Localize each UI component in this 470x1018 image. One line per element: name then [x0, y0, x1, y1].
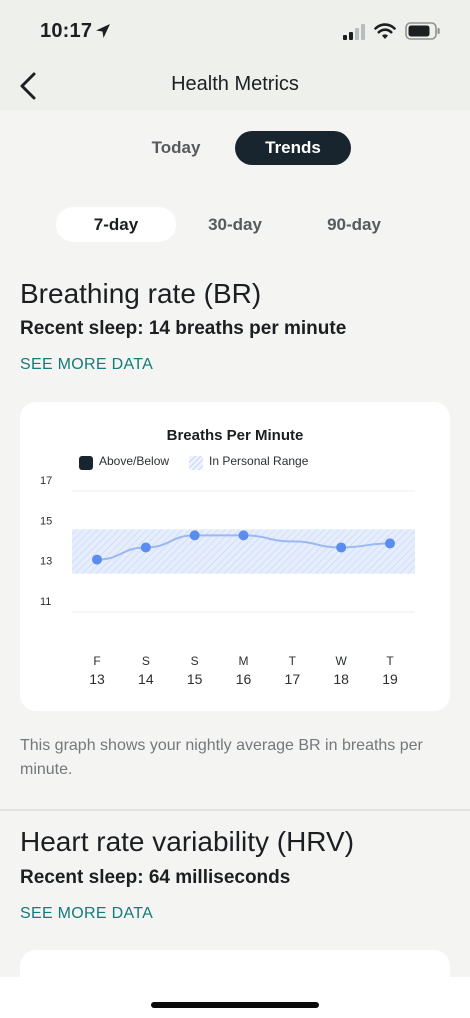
range-tab-90-day[interactable]: 90-day [327, 215, 381, 234]
page-title: Health Metrics [171, 73, 299, 95]
x-day-label: W [336, 654, 348, 668]
status-time: 10:17 [40, 20, 93, 42]
battery-icon [405, 22, 440, 40]
x-date-label: 17 [285, 671, 301, 687]
x-date-label: 16 [236, 671, 252, 687]
hrv-recent-sleep: Recent sleep: 64 milliseconds [20, 867, 291, 888]
bottom-safe-area [0, 977, 470, 1018]
legend-swatch-above-below [79, 456, 93, 470]
br-see-more-link[interactable]: SEE MORE DATA [20, 356, 154, 373]
x-day-label: T [386, 654, 394, 668]
y-tick-label: 13 [40, 556, 52, 568]
tab-trends[interactable]: Trends [235, 131, 351, 165]
cellular-signal-icon [343, 24, 365, 40]
x-day-label: F [93, 654, 100, 668]
legend-label-above-below: Above/Below [99, 454, 170, 468]
legend-label-personal-range: In Personal Range [209, 454, 309, 468]
data-point [385, 538, 395, 549]
wifi-icon [374, 23, 396, 39]
x-day-label: M [239, 654, 249, 668]
navigation-bar: Health Metrics [0, 62, 470, 110]
br-section-title: Breathing rate (BR) [20, 278, 262, 309]
y-tick-label: 17 [40, 475, 52, 487]
x-date-label: 13 [89, 671, 105, 687]
tab-today[interactable]: Today [151, 138, 201, 157]
breaths-chart: 17 15 13 11 F 13 S 14 S 15 M 16 T 17 W 18 T 19 [40, 475, 415, 687]
br-chart-caption: This graph shows your nightly average BR… [20, 737, 423, 778]
hrv-section-title: Heart rate variability (HRV) [20, 826, 355, 857]
x-date-label: 18 [333, 671, 349, 687]
y-tick-label: 11 [40, 596, 51, 608]
x-date-label: 15 [187, 671, 203, 687]
data-point [189, 530, 200, 541]
y-tick-label: 15 [40, 515, 52, 527]
br-recent-sleep: Recent sleep: 14 breaths per minute [20, 318, 347, 339]
data-point [238, 530, 249, 541]
section-divider [0, 809, 470, 811]
range-tab-7-day[interactable]: 7-day [56, 207, 176, 242]
legend-swatch-personal-range [189, 456, 203, 470]
x-day-label: T [289, 654, 297, 668]
x-date-label: 14 [138, 671, 154, 687]
x-date-label: 19 [382, 671, 398, 687]
x-day-label: S [191, 654, 199, 668]
br-chart-card: Breaths Per Minute Above/Below In Person… [20, 402, 450, 711]
chart-title: Breaths Per Minute [166, 427, 304, 444]
status-bar: 10:17 [0, 0, 470, 62]
location-arrow-icon [96, 24, 110, 38]
x-day-label: S [142, 654, 150, 668]
data-point [336, 542, 347, 553]
home-indicator[interactable] [151, 1002, 319, 1008]
back-chevron-icon[interactable] [14, 66, 46, 106]
data-point [140, 542, 151, 553]
hrv-see-more-link[interactable]: SEE MORE DATA [20, 905, 154, 922]
data-point [92, 554, 102, 565]
range-tab-30-day[interactable]: 30-day [208, 215, 262, 234]
